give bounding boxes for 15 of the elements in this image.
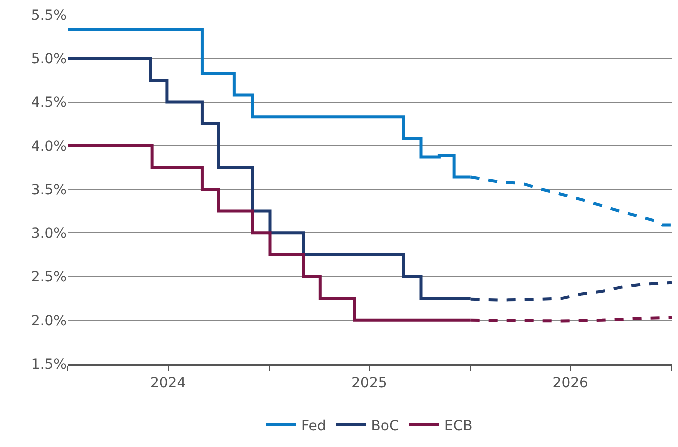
y-tick-label: 4.0% xyxy=(31,138,67,155)
y-tick-label: 5.5% xyxy=(31,8,67,24)
x-tick-label: 2026 xyxy=(552,376,588,392)
y-tick-label: 4.5% xyxy=(31,95,67,112)
y-tick-label: 5.0% xyxy=(31,52,67,68)
y-tick-label: 1.5% xyxy=(31,356,67,373)
x-tick-label: 2025 xyxy=(352,376,388,392)
legend-label: ECB xyxy=(444,418,473,434)
x-tick-label: 2024 xyxy=(150,376,186,392)
y-tick-label: 3.5% xyxy=(31,182,67,198)
y-tick-label: 2.0% xyxy=(31,313,67,330)
legend-label: BoC xyxy=(371,418,400,434)
y-tick-label: 3.0% xyxy=(31,226,67,242)
legend-label: Fed xyxy=(302,418,326,434)
y-tick-label: 2.5% xyxy=(31,270,67,286)
